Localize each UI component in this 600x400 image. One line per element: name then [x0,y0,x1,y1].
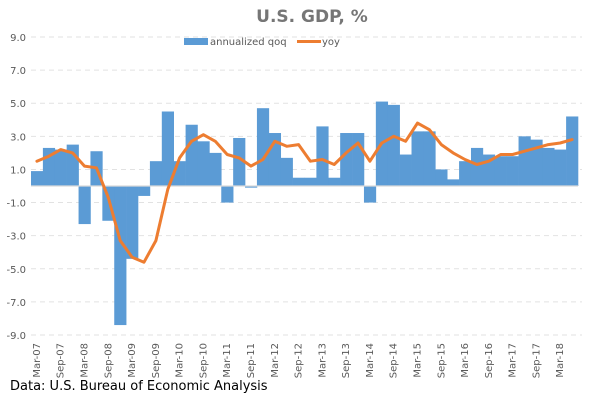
x-tick-label: Mar-12 [270,343,281,378]
x-tick-label: Mar-09 [127,343,138,378]
x-tick-label: Sep-07 [56,343,67,378]
bar [411,131,424,186]
bar [31,171,44,186]
y-tick-label: -1.0 [6,199,26,210]
bar [280,157,293,186]
y-tick-label: -5.0 [6,265,26,276]
bar [530,139,543,186]
bar [506,156,519,186]
x-axis-ticks: Mar-07 Sep-07 Mar-08 Sep-08 Mar-09 Sep-09 Mar-… [32,343,566,378]
x-tick-label: Mar-07 [32,343,43,378]
y-tick-label: -9.0 [6,331,26,342]
bar [554,149,567,186]
x-tick-label: Mar-08 [80,343,91,378]
bar [114,186,127,326]
x-tick-label: Sep-08 [103,343,114,378]
bar [256,108,270,186]
bar [185,124,198,186]
bar [245,186,258,188]
bar [209,152,222,186]
bar [352,133,365,186]
legend-label-qoq: annualized qoq [210,37,287,48]
legend-swatch-qoq [184,38,208,45]
bar [304,177,317,186]
bar [138,186,151,196]
x-tick-label: Mar-18 [555,343,566,378]
bar [328,177,341,186]
x-tick-label: Sep-13 [341,343,352,378]
yoy-line [35,121,574,264]
y-tick-label: 1.0 [10,165,26,176]
x-tick-label: Sep-16 [484,343,495,378]
x-tick-label: Mar-13 [317,343,328,378]
x-tick-label: Mar-14 [365,343,376,378]
bar [149,161,163,186]
bar [292,177,305,186]
bar [459,161,472,186]
bar [566,116,579,186]
bar [518,136,531,186]
bar [399,154,412,186]
legend: annualized qoq yoy [184,37,340,48]
bar [197,141,210,186]
x-tick-label: Sep-09 [151,343,162,378]
x-tick-label: Mar-15 [412,343,423,378]
x-tick-label: Sep-14 [389,343,400,378]
y-axis-ticks: 9.0 7.0 5.0 3.0 1.0 -1.0 -3.0 -5.0 -7.0 -9.0 [6,33,26,342]
y-tick-label: 5.0 [10,99,26,110]
x-tick-label: Sep-15 [436,343,447,378]
x-tick-label: Sep-17 [531,343,542,378]
y-tick-label: -7.0 [6,298,26,309]
x-tick-label: Mar-11 [222,343,233,378]
source-note: Data: U.S. Bureau of Economic Analysis [10,379,268,394]
x-tick-label: Sep-12 [294,343,305,378]
x-tick-label: Mar-10 [175,343,186,378]
bar [387,104,400,186]
bar [78,186,91,225]
bar [494,156,507,186]
x-tick-label: Mar-16 [460,343,471,378]
bar [233,137,246,186]
bar [161,111,174,186]
bar [423,131,436,186]
bar [221,186,234,203]
legend-label-yoy: yoy [322,37,340,48]
y-tick-label: 7.0 [10,66,26,77]
bar [316,126,329,186]
bar [340,133,353,186]
bar [54,149,67,186]
bar [470,147,484,186]
bar [126,186,139,259]
y-tick-label: 9.0 [10,33,26,44]
y-tick-label: 3.0 [10,132,26,143]
x-tick-label: Mar-17 [508,343,519,378]
y-tick-label: -3.0 [6,232,26,243]
bar [542,147,555,186]
bar [363,186,377,203]
x-tick-label: Sep-10 [198,343,209,378]
bar [435,169,448,186]
chart-title: U.S. GDP, % [256,7,368,27]
bar [447,179,460,186]
x-tick-label: Sep-11 [246,343,257,378]
